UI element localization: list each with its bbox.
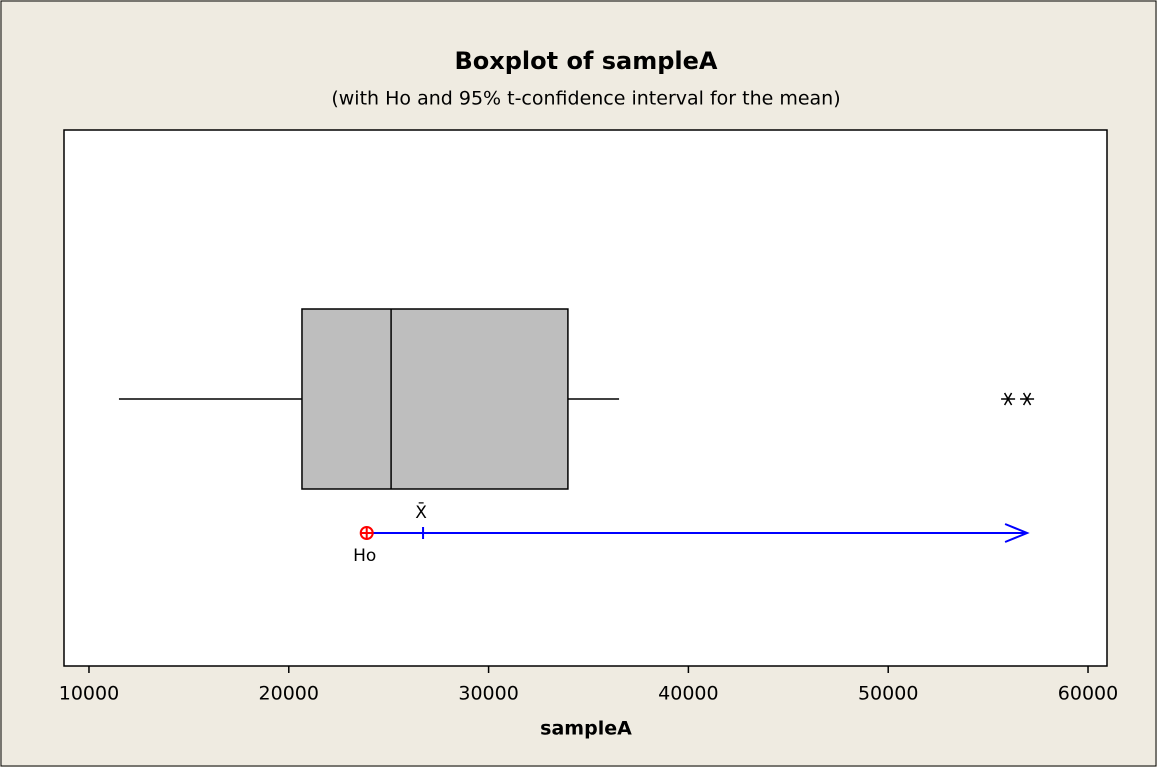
mean-label: X̄ [415, 501, 427, 523]
outlier [1001, 392, 1016, 406]
ho-cross [360, 527, 373, 539]
plot-area [63, 129, 1108, 667]
x-tick-label: 10000 [59, 683, 119, 705]
outlier [1020, 392, 1035, 406]
ho-label: Ho [353, 546, 376, 566]
box [301, 308, 569, 490]
chart-title: Boxplot of sampleA [454, 47, 717, 75]
ci-arrow [1004, 523, 1030, 543]
x-tick-label: 20000 [259, 683, 319, 705]
x-tick-label: 50000 [858, 683, 918, 705]
x-tick-label: 30000 [458, 683, 518, 705]
x-tick-label: 60000 [1058, 683, 1118, 705]
x-tick-label: 40000 [658, 683, 718, 705]
x-axis-label: sampleA [540, 718, 632, 740]
chart-subtitle: (with Ho and 95% t-confidence interval f… [331, 88, 840, 110]
